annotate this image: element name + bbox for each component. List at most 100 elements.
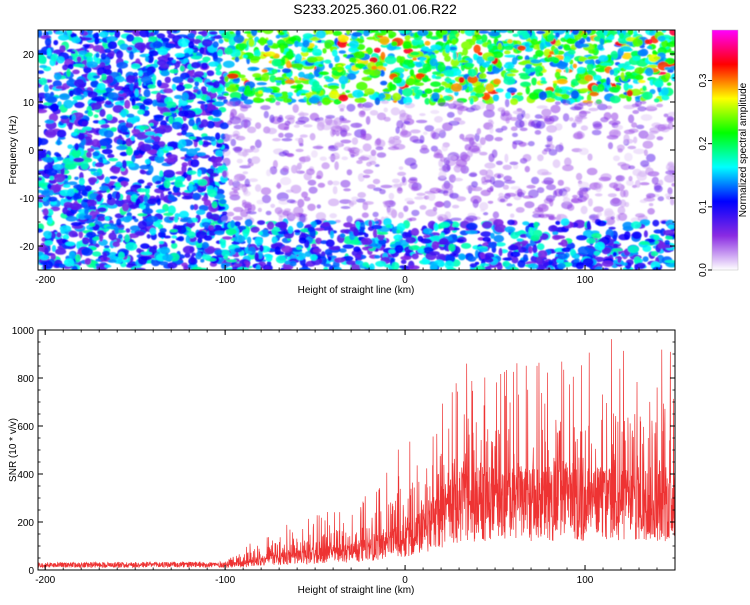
spectrogram-cell (343, 146, 352, 152)
spectrogram-cell (664, 240, 670, 246)
spectrogram-cell (396, 229, 401, 234)
spectrogram-cell (507, 245, 519, 251)
spectrogram-cell (54, 183, 62, 192)
spectrogram-cell (402, 87, 413, 97)
spectrogram-cell (194, 80, 200, 87)
spectrogram-cell (464, 63, 475, 68)
spectrogram-cell (107, 193, 113, 201)
spectrogram-cell (517, 188, 523, 197)
spectrogram-cell (43, 84, 49, 93)
spectrogram-cell (275, 184, 282, 188)
spectrogram-cell (42, 197, 47, 202)
spectrogram-cell (224, 75, 229, 83)
spectrogram-cell (72, 87, 83, 96)
spectrogram-cell (232, 146, 243, 152)
spectrogram-cell (433, 222, 439, 232)
spectrogram-cell (539, 115, 548, 120)
spectrogram-cell (410, 186, 419, 192)
spectrogram-cell (396, 120, 404, 129)
spectrogram-cell (624, 201, 630, 208)
spectrogram-cell (120, 109, 127, 118)
spectrogram-cell (112, 241, 120, 248)
spectrogram-cell (594, 241, 605, 251)
spectrogram-cell (419, 57, 427, 62)
spectrogram-cell (259, 229, 270, 238)
spectrogram-cell (104, 216, 110, 221)
spectrogram-cell (632, 231, 642, 240)
y-tick-label: -20 (20, 242, 35, 253)
spectrogram-cell (266, 221, 275, 230)
spectrogram-cell (70, 222, 82, 227)
spectrogram-cell (644, 39, 650, 45)
spectrogram-cell (74, 176, 79, 180)
spectrogram-cell (607, 193, 617, 198)
spectrogram-cell (234, 100, 244, 107)
spectrogram-cell (481, 221, 493, 229)
spectrogram-cell (520, 81, 531, 88)
spectrogram-cell (640, 100, 647, 105)
spectrogram-cell (184, 52, 190, 57)
spectrogram-cell (248, 178, 258, 183)
spectrogram-cell (670, 73, 675, 82)
y-tick-label: 200 (17, 518, 34, 529)
spectrogram-cell (510, 98, 519, 105)
spectrogram-cell (484, 257, 494, 263)
spectrogram-cell (493, 234, 505, 243)
spectrogram-cell (222, 149, 231, 157)
spectrogram-cell (631, 122, 638, 128)
spectrogram-cell (132, 30, 140, 36)
spectrogram-cell (42, 156, 54, 163)
spectrogram-cell (339, 119, 351, 124)
spectrogram-cell (328, 246, 341, 251)
spectrogram-cell (70, 50, 76, 55)
spectrogram-cell (183, 264, 188, 270)
y-tick-label: 600 (17, 422, 34, 433)
spectrogram-cell (160, 192, 165, 201)
spectrogram-cell (340, 139, 352, 144)
spectrogram-cell (549, 51, 555, 55)
spectrogram-cell (146, 69, 153, 76)
spectrogram-cell (134, 88, 139, 98)
spectrogram-cell (487, 43, 494, 50)
spectrogram-cell (437, 216, 444, 222)
spectrogram-cell (106, 36, 118, 42)
spectrogram-cell (474, 85, 486, 94)
spectrogram-cell (572, 194, 579, 199)
spectrogram-cell (354, 254, 362, 258)
spectrogram-cell (277, 65, 284, 70)
spectrogram-cell (547, 56, 559, 62)
spectrogram-cell (85, 231, 97, 239)
spectrogram-cell (245, 261, 250, 269)
spectrogram-cell (621, 262, 628, 266)
spectrogram-cell (116, 61, 128, 69)
spectrogram-cell (356, 43, 366, 51)
spectrogram-cell (282, 98, 293, 103)
spectrogram-cell (182, 217, 192, 220)
spectrogram-cell (43, 260, 54, 270)
spectrogram-cell (171, 242, 178, 249)
spectrogram-cell (181, 162, 188, 167)
spectrogram-cell (226, 134, 232, 142)
spectrogram-cell (664, 193, 672, 198)
spectrogram-cell (639, 219, 651, 226)
spectrogram-cell (168, 116, 174, 125)
spectrogram-cell (186, 170, 197, 175)
spectrogram-cell (388, 31, 397, 38)
spectrogram-cell (645, 167, 654, 176)
spectrogram-cell (287, 225, 294, 234)
x-tick-label: 100 (577, 575, 594, 586)
spectrogram-cell (632, 55, 641, 61)
spectrogram-cell (645, 67, 654, 77)
spectrogram-cell (138, 70, 144, 77)
spectrogram-cell (216, 143, 223, 148)
spectrogram-cell (528, 92, 540, 100)
spectrogram-cell (600, 62, 612, 66)
spectrogram-cell (593, 250, 601, 256)
spectrogram-cell (162, 88, 174, 94)
spectrogram-cell (281, 56, 286, 64)
spectrogram-cell (487, 56, 495, 62)
spectrogram-cell (330, 230, 334, 239)
spectrogram-cell (69, 203, 80, 210)
spectrogram-cell (477, 52, 483, 56)
spectrogram-cell (647, 64, 658, 69)
